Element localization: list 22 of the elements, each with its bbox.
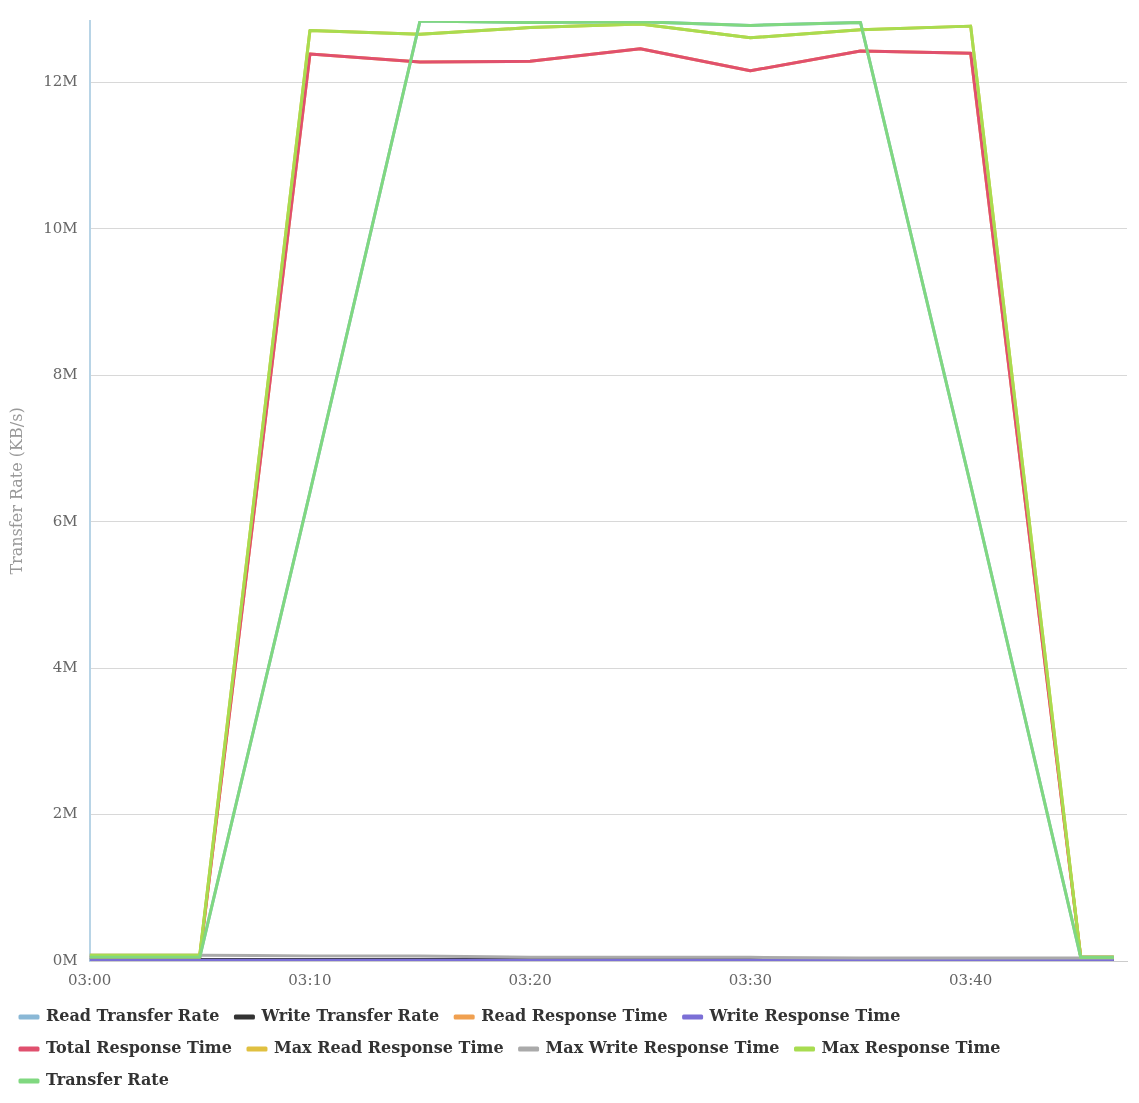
y-tick-label: 12M bbox=[43, 72, 78, 91]
legend-label: Transfer Rate bbox=[46, 1070, 169, 1090]
legend-label: Max Read Response Time bbox=[273, 1038, 504, 1058]
y-tick-label: 8M bbox=[52, 365, 78, 384]
y-tick-label: 4M bbox=[52, 658, 78, 677]
x-tick-label: 03:10 bbox=[288, 970, 332, 989]
legend-label: Max Response Time bbox=[821, 1038, 1001, 1058]
y-axis-title: Transfer Rate (KB/s) bbox=[6, 407, 26, 575]
x-tick-label: 03:20 bbox=[508, 970, 552, 989]
x-tick-label: 03:40 bbox=[949, 970, 993, 989]
legend-label: Write Transfer Rate bbox=[260, 1006, 440, 1026]
y-tick-label: 6M bbox=[52, 511, 78, 530]
legend-label: Total Response Time bbox=[46, 1038, 232, 1058]
y-tick-label: 10M bbox=[43, 218, 78, 237]
legend-label: Read Response Time bbox=[481, 1006, 668, 1026]
legend-label: Write Response Time bbox=[708, 1006, 901, 1026]
x-tick-label: 03:30 bbox=[728, 970, 772, 989]
legend-label: Read Transfer Rate bbox=[46, 1006, 220, 1026]
x-tick-label: 03:00 bbox=[68, 970, 112, 989]
y-tick-label: 2M bbox=[52, 804, 78, 823]
legend-label: Max Write Response Time bbox=[545, 1038, 780, 1058]
y-tick-label: 0M bbox=[52, 950, 78, 969]
